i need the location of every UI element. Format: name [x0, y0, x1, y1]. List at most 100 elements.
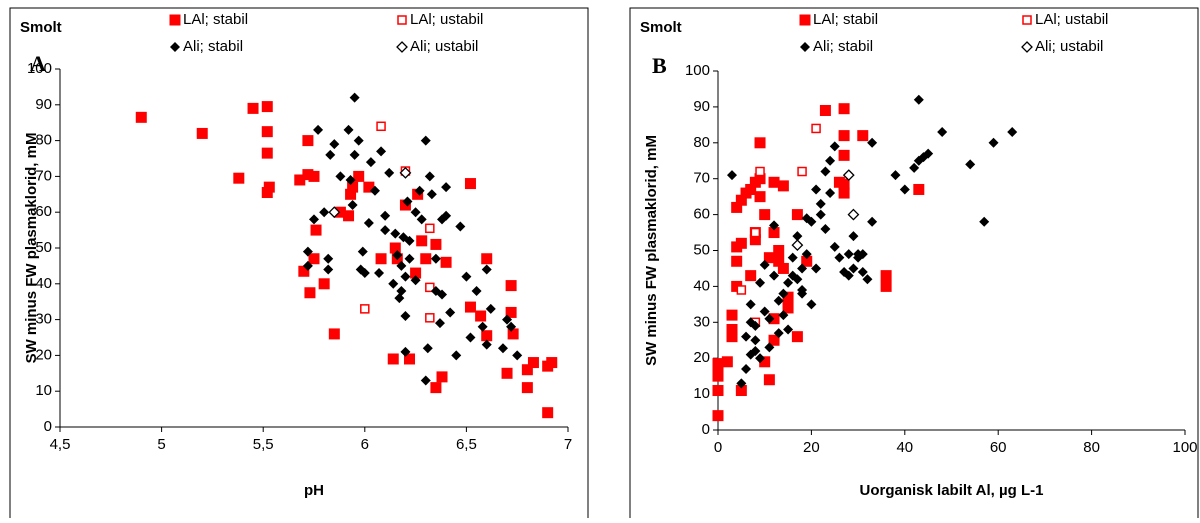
point	[335, 171, 346, 182]
point	[712, 370, 724, 382]
point	[388, 278, 399, 289]
point	[294, 174, 306, 186]
point	[481, 253, 493, 265]
point	[365, 157, 376, 168]
point	[880, 270, 892, 282]
point	[369, 185, 380, 196]
point	[404, 353, 416, 365]
point	[773, 295, 784, 306]
point	[763, 252, 775, 264]
point	[825, 155, 836, 166]
point	[441, 182, 452, 193]
point	[233, 172, 245, 184]
point	[769, 270, 780, 281]
point	[988, 137, 999, 148]
point	[502, 314, 513, 325]
y-tick-label: 60	[693, 206, 710, 223]
point	[768, 334, 780, 346]
point	[755, 353, 766, 364]
point	[309, 214, 319, 225]
point	[811, 263, 822, 274]
y-tick-label: 20	[693, 349, 710, 366]
point	[754, 191, 766, 203]
point	[451, 350, 462, 361]
point	[773, 328, 784, 339]
point	[376, 121, 386, 132]
point	[353, 170, 365, 182]
point	[792, 274, 803, 285]
legend-marker	[170, 42, 180, 52]
point	[848, 263, 859, 274]
point	[308, 253, 320, 265]
point	[745, 299, 756, 310]
panel-frame	[629, 7, 1199, 523]
point	[313, 124, 324, 135]
point	[424, 171, 435, 182]
point	[505, 280, 517, 292]
x-axis-label: Uorganisk labilt Al, µg L-1	[860, 482, 1044, 499]
point	[437, 289, 448, 300]
point	[899, 184, 910, 195]
point	[755, 166, 765, 177]
point	[302, 169, 314, 181]
point	[890, 170, 901, 181]
point	[396, 260, 407, 271]
point	[328, 206, 341, 219]
legend-label: LAl; ustabil	[1035, 11, 1108, 28]
point	[380, 210, 391, 221]
point	[806, 299, 817, 310]
point	[404, 235, 415, 246]
y-tick-label: 20	[35, 346, 52, 363]
y-tick-label: 100	[685, 62, 710, 79]
legend-label: LAl; stabil	[183, 11, 248, 28]
point	[328, 328, 340, 340]
point	[825, 188, 836, 199]
point	[416, 214, 427, 225]
legend-label: Ali; stabil	[813, 38, 873, 55]
point	[736, 285, 747, 295]
point	[857, 130, 869, 142]
point	[712, 410, 724, 422]
point	[777, 180, 789, 192]
point	[420, 135, 431, 146]
point	[441, 210, 452, 221]
x-tick-label: 0	[714, 439, 722, 456]
point	[783, 324, 794, 335]
point	[764, 342, 775, 353]
point	[782, 302, 794, 314]
point	[773, 245, 785, 256]
point	[838, 187, 850, 199]
x-tick-label: 20	[803, 439, 820, 456]
point	[842, 169, 855, 182]
x-tick-label: 4,5	[50, 436, 71, 453]
point	[923, 148, 934, 159]
x-tick-label: 100	[1172, 439, 1197, 456]
point	[773, 255, 785, 267]
point	[347, 181, 359, 193]
point	[759, 356, 771, 368]
point	[310, 224, 322, 236]
x-tick-label: 40	[896, 439, 913, 456]
point	[833, 176, 845, 188]
point	[797, 166, 807, 177]
point	[750, 320, 761, 331]
point	[394, 293, 405, 304]
y-tick-label: 90	[693, 98, 710, 115]
point	[392, 250, 403, 261]
point	[481, 264, 492, 275]
point	[867, 137, 878, 148]
point	[792, 231, 803, 242]
point	[741, 331, 752, 342]
legend-label: LAl; ustabil	[410, 11, 483, 28]
point	[791, 331, 803, 343]
x-tick-label: 60	[990, 439, 1007, 456]
point	[721, 356, 733, 368]
point	[323, 264, 334, 275]
point	[815, 198, 826, 209]
point	[422, 343, 433, 354]
point	[815, 209, 826, 220]
point	[363, 181, 375, 193]
point	[471, 285, 482, 296]
point	[396, 285, 407, 296]
point	[521, 382, 533, 394]
